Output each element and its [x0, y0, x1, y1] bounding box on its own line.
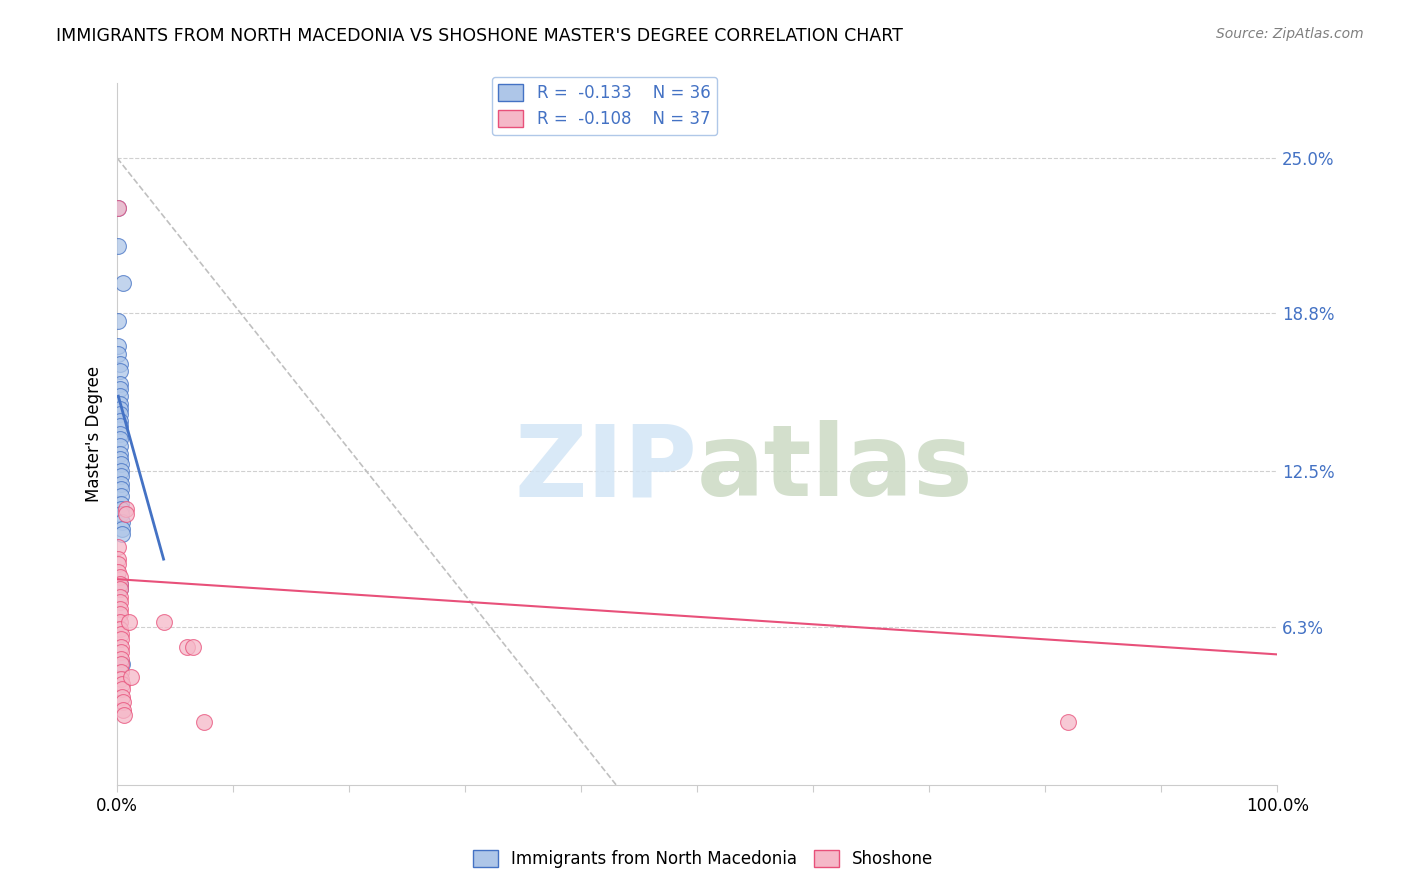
Point [108, 607, 131, 622]
Point [110, 507, 132, 521]
Point [176, 640, 198, 654]
Point [110, 652, 132, 666]
Point [107, 201, 129, 215]
Point [108, 401, 131, 416]
Point [107, 339, 129, 353]
Point [111, 702, 134, 716]
Point [193, 715, 215, 730]
Point [108, 447, 131, 461]
Point [110, 469, 132, 483]
Point [110, 665, 132, 679]
Y-axis label: Master's Degree: Master's Degree [86, 366, 103, 502]
Point [111, 657, 134, 672]
Point [110, 657, 132, 672]
Point [110, 673, 132, 687]
Point [108, 426, 131, 441]
Point [108, 419, 131, 434]
Point [110, 640, 132, 654]
Point [107, 565, 129, 579]
Point [111, 677, 134, 691]
Point [1057, 715, 1080, 730]
Point [110, 497, 132, 511]
Point [107, 540, 129, 554]
Point [111, 522, 134, 536]
Point [115, 507, 138, 521]
Point [152, 615, 174, 629]
Point [110, 490, 132, 504]
Text: atlas: atlas [697, 420, 974, 517]
Point [111, 515, 134, 529]
Point [110, 477, 132, 491]
Point [108, 451, 131, 466]
Point [108, 397, 131, 411]
Point [111, 682, 134, 697]
Point [110, 482, 132, 496]
Point [108, 376, 131, 391]
Point [118, 615, 141, 629]
Point [108, 615, 131, 629]
Legend: Immigrants from North Macedonia, Shoshone: Immigrants from North Macedonia, Shoshon… [465, 843, 941, 875]
Point [108, 570, 131, 584]
Point [108, 577, 131, 591]
Point [111, 695, 134, 709]
Point [110, 502, 132, 516]
Point [107, 314, 129, 328]
Point [108, 590, 131, 604]
Point [108, 357, 131, 371]
Point [111, 277, 134, 291]
Point [181, 640, 204, 654]
Point [108, 364, 131, 378]
Point [120, 670, 142, 684]
Point [107, 557, 129, 571]
Text: ZIP: ZIP [515, 420, 697, 517]
Point [107, 239, 129, 253]
Point [110, 627, 132, 641]
Point [110, 645, 132, 659]
Point [108, 595, 131, 609]
Point [110, 632, 132, 647]
Point [111, 527, 134, 541]
Point [107, 346, 129, 360]
Point [110, 464, 132, 478]
Text: IMMIGRANTS FROM NORTH MACEDONIA VS SHOSHONE MASTER'S DEGREE CORRELATION CHART: IMMIGRANTS FROM NORTH MACEDONIA VS SHOSH… [56, 27, 903, 45]
Point [115, 502, 138, 516]
Point [111, 690, 134, 704]
Text: Source: ZipAtlas.com: Source: ZipAtlas.com [1216, 27, 1364, 41]
Point [108, 407, 131, 421]
Legend: R =  -0.133    N = 36, R =  -0.108    N = 37: R = -0.133 N = 36, R = -0.108 N = 37 [492, 77, 717, 136]
Point [108, 582, 131, 597]
Point [107, 552, 129, 566]
Point [108, 432, 131, 446]
Point [108, 389, 131, 403]
Point [112, 707, 135, 722]
Point [108, 382, 131, 396]
Point [108, 623, 131, 637]
Point [108, 577, 131, 591]
Point [108, 414, 131, 428]
Point [108, 602, 131, 616]
Point [108, 439, 131, 453]
Point [108, 582, 131, 597]
Point [110, 457, 132, 471]
Point [107, 201, 129, 215]
